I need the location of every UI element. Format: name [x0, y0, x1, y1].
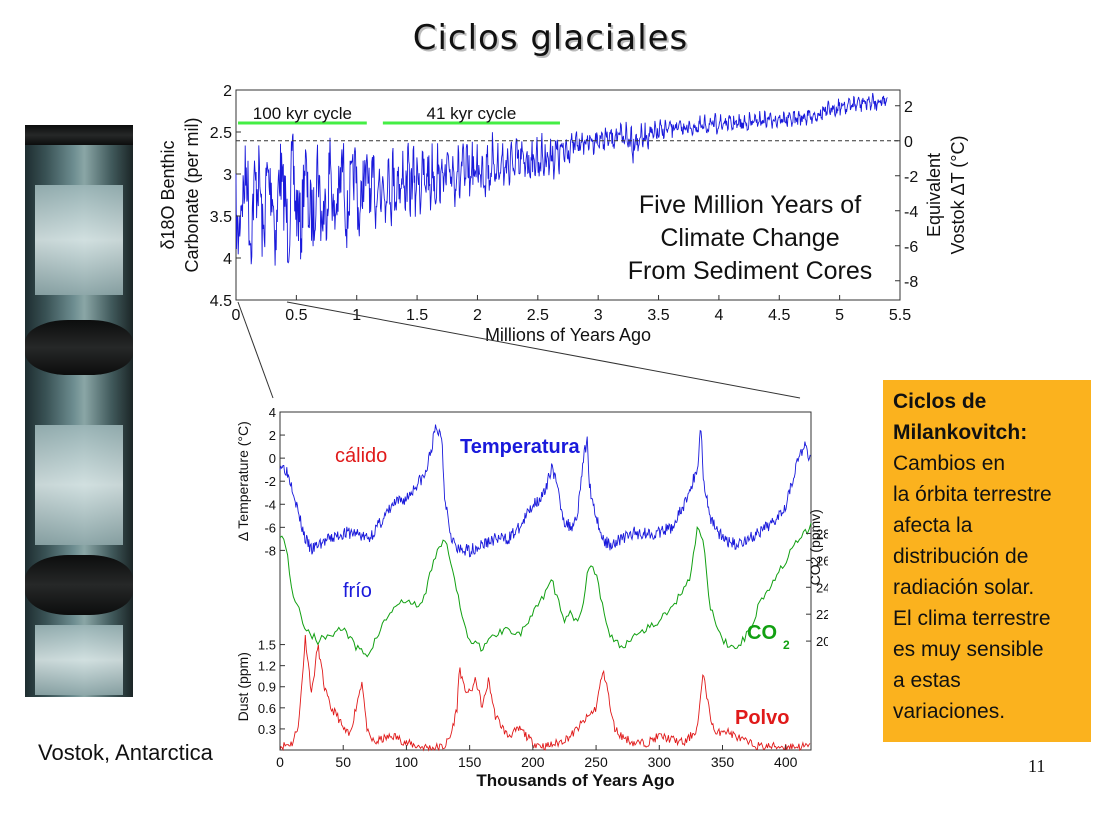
y-tick-label-left: 2.5 [210, 125, 232, 142]
note-line: Cambios en [893, 452, 1006, 475]
delta-o18-series-line [235, 92, 888, 266]
page-number: 11 [1028, 756, 1046, 776]
x-tick-label: 0 [232, 307, 241, 324]
note-heading: Ciclos de Milankovitch: [893, 390, 1028, 444]
y-axis-label-left: δ18O Benthic [158, 140, 178, 249]
co2-subscript: 2 [783, 638, 790, 652]
y-tick-label-right: -6 [904, 239, 918, 256]
temperature-tick-label: -4 [264, 497, 276, 512]
y-tick-label-right: 2 [904, 99, 913, 116]
co2-tick-label: 260 [816, 553, 828, 568]
dust-tick-label: 0.9 [258, 680, 276, 695]
dust-tick-label: 0.6 [258, 701, 276, 716]
note-line: afecta la [893, 514, 973, 537]
temperature-axis-label: Δ Temperature (°C) [235, 421, 251, 541]
co2-tick-label: 240 [816, 580, 828, 595]
temperature-tick-label: 4 [269, 405, 276, 420]
y-tick-label-right: -4 [904, 204, 918, 221]
x-tick-label: 50 [335, 754, 351, 770]
x-tick-label: 0.5 [285, 307, 307, 324]
cycle-label: 41 kyr cycle [427, 104, 517, 123]
vostok-chart: 420-2-4-6-81.51.20.90.60.328026024022020… [228, 400, 828, 798]
note-line: distribución de [893, 545, 1029, 568]
temperature-tick-label: 0 [269, 451, 276, 466]
x-tick-label: 2 [473, 307, 482, 324]
co2-axis-label: CO2 (ppmv) [807, 509, 823, 585]
co2-label: CO [747, 622, 777, 644]
five-million-year-chart: 100 kyr cycle 41 kyr cycle 2 2.5 3 3.5 4 4.5 2 0 -… [150, 75, 975, 350]
ice-core-clamp [25, 555, 133, 615]
y-tick-label-right: -8 [904, 274, 918, 291]
dust-tick-label: 1.2 [258, 659, 276, 674]
dust-series-line [279, 634, 811, 752]
y-tick-label-right: 0 [904, 134, 913, 151]
slide-title: Ciclos glaciales [412, 18, 689, 58]
temperature-label: Temperatura [460, 436, 581, 458]
milankovitch-note: Ciclos de Milankovitch: Cambios en la ór… [883, 380, 1091, 742]
x-tick-label: 1 [352, 307, 361, 324]
x-tick-label: 4.5 [768, 307, 790, 324]
temperature-tick-label: -8 [264, 543, 276, 558]
y-tick-label-left: 4 [223, 251, 232, 268]
x-tick-label: 250 [584, 754, 608, 770]
note-line: la órbita terrestre [893, 483, 1052, 506]
y-tick-label-left: 2 [223, 83, 232, 100]
cycle-label: 100 kyr cycle [253, 104, 352, 123]
x-axis-label: Thousands of Years Ago [476, 771, 674, 790]
co2-tick-label: 220 [816, 607, 828, 622]
x-tick-label: 350 [711, 754, 735, 770]
y-axis-label-right: Vostok ΔT (°C) [948, 136, 968, 255]
x-axis-label: Millions of Years Ago [485, 325, 651, 345]
x-tick-label: 1.5 [406, 307, 428, 324]
x-tick-label: 200 [521, 754, 545, 770]
x-tick-label: 0 [276, 754, 284, 770]
dust-tick-label: 0.3 [258, 722, 276, 737]
chart-title-line: Five Million Years of [639, 191, 861, 219]
dust-label: Polvo [735, 707, 789, 729]
note-line: variaciones. [893, 700, 1006, 723]
cold-label: frío [343, 580, 372, 602]
photo-caption: Vostok, Antarctica [38, 740, 213, 765]
ice-core-clamp [25, 320, 133, 375]
temperature-series-line [279, 424, 811, 558]
temperature-tick-label: -6 [264, 520, 276, 535]
temperature-tick-label: -2 [264, 474, 276, 489]
ice-core-photo [25, 125, 133, 697]
note-line: a estas [893, 669, 961, 692]
y-tick-label-right: -2 [904, 169, 918, 186]
ice-core-segment [35, 625, 123, 695]
y-axis-label-right: Equivalent [924, 153, 944, 237]
chart-title-line: From Sediment Cores [628, 257, 873, 285]
dust-axis-label: Dust (ppm) [235, 652, 251, 721]
x-tick-label: 300 [648, 754, 672, 770]
co2-tick-label: 280 [816, 526, 828, 541]
ice-core-segment [35, 425, 123, 545]
x-tick-label: 3 [594, 307, 603, 324]
x-tick-label: 3.5 [647, 307, 669, 324]
dust-tick-label: 1.5 [258, 638, 276, 653]
note-line: radiación solar. [893, 576, 1035, 599]
chart-title-line: Climate Change [660, 224, 839, 252]
y-tick-label-left: 3.5 [210, 209, 232, 226]
plot-frame [279, 411, 812, 751]
note-line: El clima terrestre [893, 607, 1051, 630]
x-tick-label: 2.5 [527, 307, 549, 324]
x-tick-label: 400 [774, 754, 798, 770]
y-axis-label-left: Carbonate (per mil) [182, 117, 202, 272]
ice-core-clamp [25, 125, 133, 145]
x-tick-label: 5.5 [889, 307, 911, 324]
co2-series-line [279, 522, 812, 658]
co2-tick-label: 200 [816, 634, 828, 649]
x-tick-label: 100 [395, 754, 419, 770]
note-line: es muy sensible [893, 638, 1044, 661]
y-tick-label-left: 4.5 [210, 293, 232, 310]
x-tick-label: 150 [458, 754, 482, 770]
warm-label: cálido [335, 445, 387, 467]
ice-core-segment [35, 185, 123, 295]
temperature-tick-label: 2 [269, 428, 276, 443]
x-tick-label: 5 [835, 307, 844, 324]
x-tick-label: 4 [714, 307, 723, 324]
y-tick-label-left: 3 [223, 167, 232, 184]
